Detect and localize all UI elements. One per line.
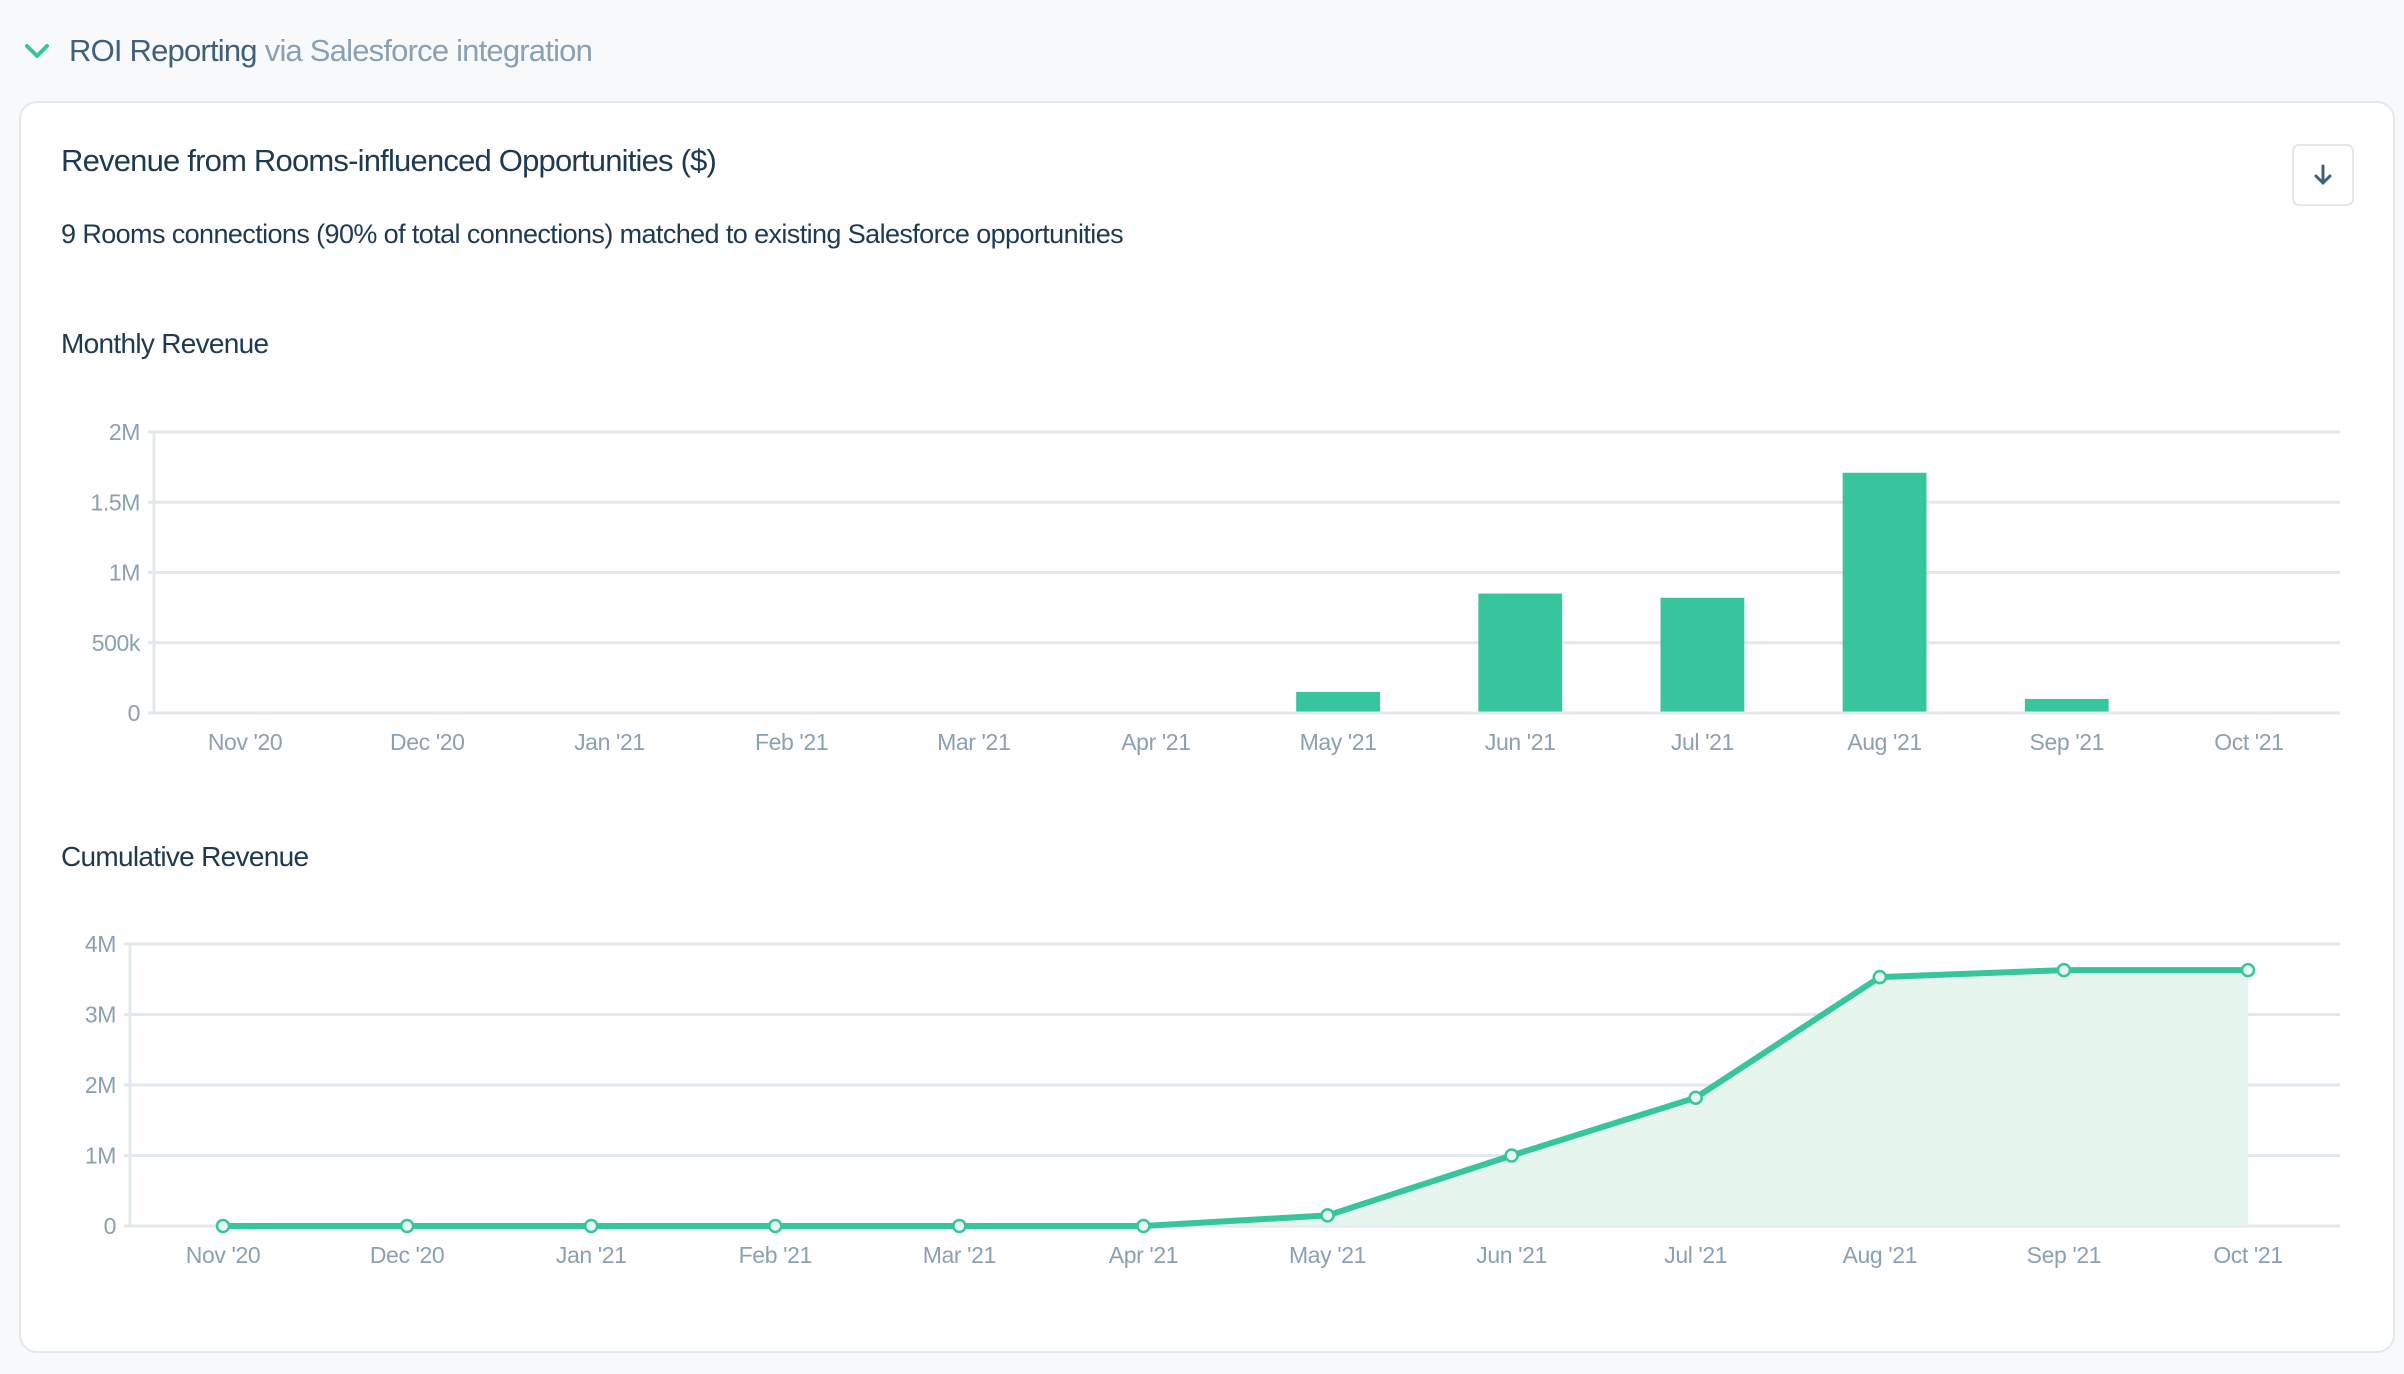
point-apr-21 [1136,1218,1151,1234]
x-tick-label: Sep '21 [2030,729,2105,755]
x-tick-label: Aug '21 [1847,729,1922,755]
y-tick-label: 1M [109,560,140,586]
cumulative-line [223,967,2248,1229]
x-tick-label: Apr '21 [1109,1242,1178,1268]
arrow-down-icon [2314,164,2332,185]
x-tick-label: May '21 [1300,729,1377,755]
y-tick-label: 2M [85,1072,116,1098]
y-tick-label: 0 [128,700,140,726]
section-title: ROI Reporting [69,33,258,68]
point-jun-21 [1504,1148,1519,1163]
y-tick-label: 4M [85,931,116,957]
cumulative-revenue-heading: Cumulative Revenue [61,841,309,872]
x-tick-label: Jan '21 [574,729,645,755]
point-mar-21 [952,1218,967,1234]
x-tick-label: Apr '21 [1121,729,1190,755]
x-tick-label: May '21 [1289,1242,1366,1268]
y-tick-label: 1.5M [90,489,140,515]
monthly-revenue-heading: Monthly Revenue [61,328,269,359]
cumulative-area [223,970,2248,1226]
x-tick-label: Oct '21 [2213,1242,2282,1268]
section-subtitle: via Salesforce integration [264,33,593,68]
x-tick-label: Mar '21 [923,1242,996,1268]
point-feb-21 [768,1218,783,1234]
y-tick-label: 0 [104,1213,116,1239]
x-tick-label: Feb '21 [739,1242,812,1268]
bar-jun-21 [1478,593,1563,712]
point-dec-20 [399,1218,415,1234]
section-toggle[interactable]: ROI Reporting via Salesforce integration [24,28,593,74]
x-tick-label: Nov '20 [186,1242,260,1268]
x-tick-label: Aug '21 [1843,1242,1918,1268]
monthly-revenue-chart: 0 500k 1M 1.5M 2M Nov '20 Dec '20 Jan '21 Feb '2… [90,419,2340,755]
point-sep-21 [2056,962,2072,978]
x-tick-label: Sep '21 [2027,1242,2102,1268]
x-tick-label: Jan '21 [556,1242,627,1268]
x-tick-label: Jun '21 [1476,1242,1547,1268]
y-tick-label: 2M [109,419,140,445]
x-tick-label: Dec '20 [370,1242,444,1268]
bar-aug-21 [1842,472,1927,712]
point-nov-20 [215,1218,231,1234]
download-button[interactable] [2292,144,2354,206]
point-may-21 [1320,1208,1335,1223]
x-tick-label: Jul '21 [1671,729,1734,755]
chevron-down-icon [25,44,49,58]
x-tick-label: Dec '20 [390,729,464,755]
x-tick-label: Mar '21 [937,729,1010,755]
bar-sep-21 [2024,698,2109,712]
bar-jul-21 [1660,597,1745,712]
x-tick-label: Nov '20 [208,729,282,755]
y-tick-label: 500k [92,630,141,656]
point-oct-21 [2240,962,2256,978]
x-tick-label: Jun '21 [1485,729,1556,755]
y-tick-label: 3M [85,1002,116,1028]
card-title: Revenue from Rooms-influenced Opportunit… [61,143,717,178]
point-jul-21 [1688,1090,1703,1105]
x-tick-label: Feb '21 [755,729,828,755]
point-aug-21 [1872,969,1888,985]
x-tick-label: Oct '21 [2214,729,2283,755]
x-tick-label: Jul '21 [1664,1242,1727,1268]
y-tick-label: 1M [85,1143,116,1169]
bar-may-21 [1296,691,1380,712]
point-jan-21 [583,1218,599,1234]
card-description: 9 Rooms connections (90% of total connec… [61,219,1124,249]
